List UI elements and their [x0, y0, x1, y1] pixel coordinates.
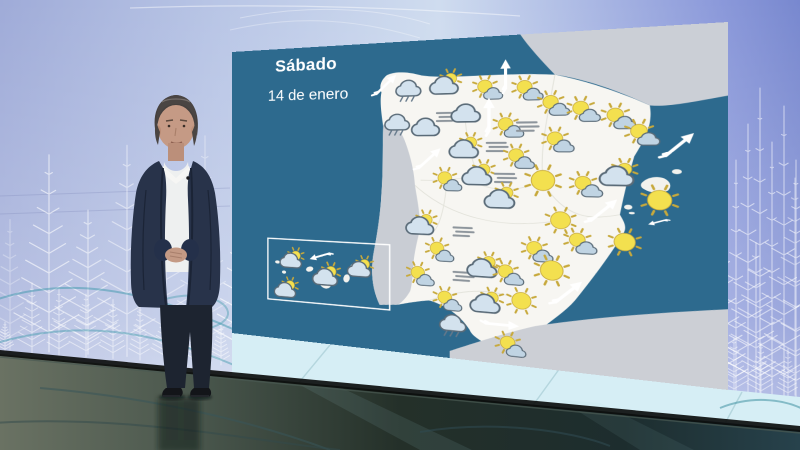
presenter-sideburn — [154, 120, 160, 145]
presenter-jacket — [130, 161, 221, 308]
presenter-hands — [165, 247, 187, 263]
presenter-neck — [168, 143, 184, 161]
hair-gray-streak — [161, 98, 191, 103]
presenter-figure — [130, 95, 221, 397]
weather-map-panel: Sábado 14 de enero — [232, 22, 728, 390]
cloud-sun-icon — [274, 276, 298, 298]
wall-base-strip — [232, 333, 800, 430]
presenter-hair-front — [156, 95, 197, 124]
floor-reflection-streak — [300, 385, 472, 450]
backdrop-arc-lines — [129, 5, 521, 39]
presenter-shirt-collar — [161, 166, 191, 184]
cloud-sun-icon — [280, 247, 304, 269]
presenter-trousers — [160, 305, 213, 388]
presenter — [130, 95, 221, 397]
day-label-tab: Sábado — [275, 54, 337, 76]
floor-reflection-streak — [560, 400, 694, 450]
presenter-shoes — [162, 388, 212, 397]
date-label-tab: 14 de enero — [267, 84, 349, 104]
presenter-face — [157, 105, 195, 149]
presenter-sideburn — [192, 120, 198, 146]
floor-edge-bevel — [0, 356, 800, 434]
presenter-reflection — [158, 398, 200, 450]
weather-icon-layer — [274, 59, 695, 376]
lavalier-mic — [186, 176, 190, 180]
spain-landmass — [372, 61, 651, 363]
base-strip-curve — [719, 399, 800, 409]
